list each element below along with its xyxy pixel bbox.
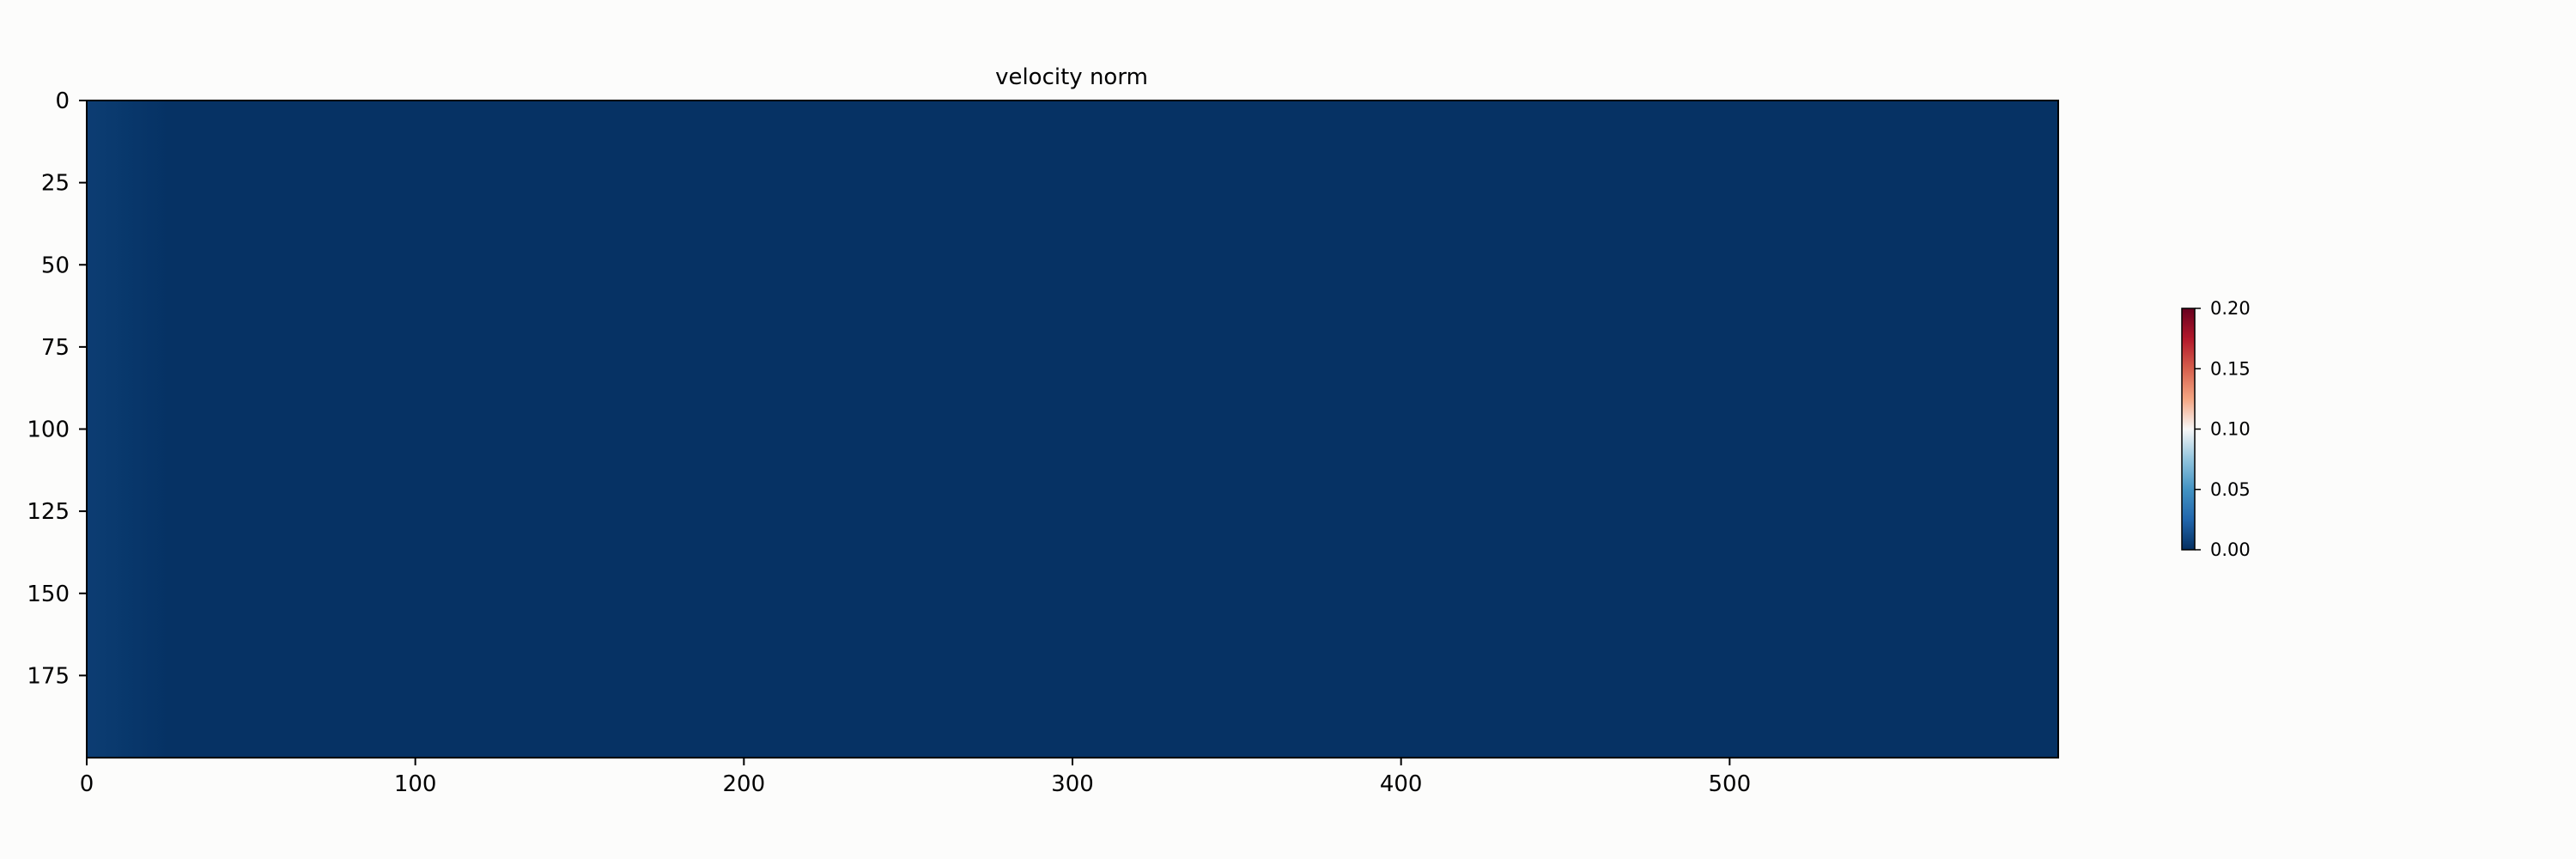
- x-tick-label: 200: [723, 771, 766, 797]
- y-tick-label: 50: [41, 253, 70, 278]
- y-tick-label: 75: [41, 335, 70, 361]
- heatmap-image: [87, 101, 2058, 758]
- colorbar-gradient: [2181, 308, 2196, 551]
- x-tick-label: 100: [394, 771, 437, 797]
- y-tick-label: 175: [27, 663, 70, 689]
- x-tick-label: 400: [1380, 771, 1423, 797]
- colorbar-ticks: 0.00 0.05 0.10 0.15 0.20: [2195, 298, 2251, 560]
- colorbar-tick-label: 0.10: [2210, 419, 2251, 440]
- y-tick-label: 100: [27, 417, 70, 443]
- chart-title: velocity norm: [995, 64, 1148, 90]
- colorbar-tick-label: 0.20: [2210, 298, 2251, 319]
- y-tick-label: 150: [27, 582, 70, 607]
- y-axis: 0 25 50 75 100 125 150 175: [27, 88, 87, 689]
- x-axis: 0 100 200 300 400 500: [80, 758, 1751, 797]
- y-tick-label: 25: [41, 171, 70, 197]
- x-tick-label: 500: [1709, 771, 1752, 797]
- heatmap-area: [86, 100, 2059, 758]
- colorbar-tick-label: 0.05: [2210, 479, 2251, 500]
- y-tick-label: 125: [27, 499, 70, 525]
- x-tick-label: 300: [1051, 771, 1094, 797]
- colorbar-tick-label: 0.00: [2210, 539, 2251, 560]
- y-tick-label: 0: [55, 88, 70, 114]
- x-tick-label: 0: [80, 771, 94, 797]
- colorbar: 0.00 0.05 0.10 0.15 0.20: [2181, 298, 2251, 560]
- colorbar-tick-label: 0.15: [2210, 358, 2251, 379]
